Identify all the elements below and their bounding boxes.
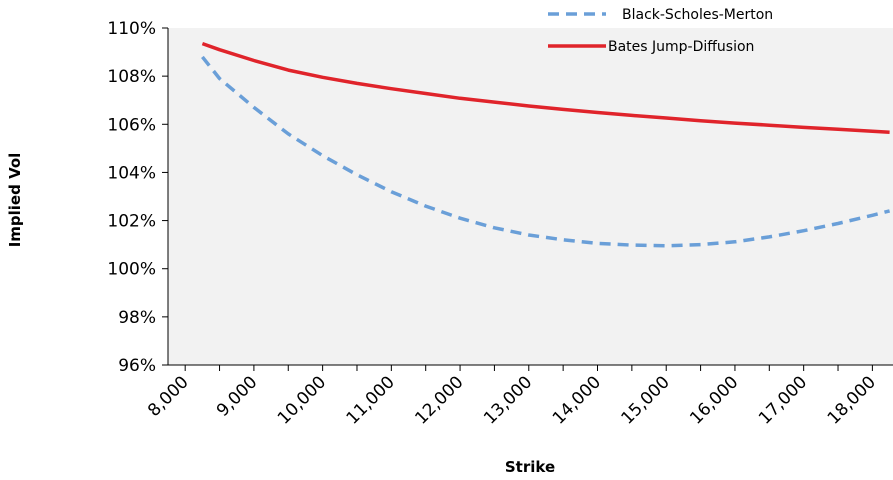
x-tick-label: 18,000 (824, 372, 880, 428)
x-tick-label: 14,000 (549, 372, 605, 428)
x-tick-label: 12,000 (411, 372, 467, 428)
y-tick-label: 110% (107, 19, 156, 39)
x-axis-title: Strike (505, 458, 555, 476)
y-tick-label: 106% (107, 115, 156, 135)
x-tick-label: 15,000 (618, 372, 674, 428)
y-tick-label: 96% (118, 356, 156, 376)
legend: Black-Scholes-Merton Bates Jump-Diffusio… (548, 7, 773, 55)
y-tick-label: 108% (107, 67, 156, 87)
x-tick-label: 16,000 (686, 372, 742, 428)
x-tick-label: 8,000 (144, 372, 193, 421)
y-axis-ticks: 96% 98% 100% 102% 104% 106% 108% 110% (107, 19, 168, 376)
plot-area (168, 28, 893, 365)
x-tick-label: 10,000 (274, 372, 330, 428)
y-axis-title: Implied Vol (6, 153, 24, 248)
series-layer (201, 41, 891, 248)
series-line-black-scholes-merton (201, 55, 891, 248)
y-tick-label: 104% (107, 163, 156, 183)
y-tick-label: 102% (107, 212, 156, 232)
x-tick-label: 17,000 (755, 372, 811, 428)
legend-label-bates: Bates Jump-Diffusion (608, 39, 754, 55)
y-tick-label: 98% (118, 308, 156, 328)
legend-item-bates: Bates Jump-Diffusion (548, 39, 754, 55)
x-tick-label: 11,000 (343, 372, 399, 428)
y-tick-label: 100% (107, 260, 156, 280)
x-axis-ticks: 8,000 9,000 10,000 11,000 12,000 13,000 14,000… (144, 365, 880, 429)
legend-label-bsm: Black-Scholes-Merton (622, 7, 773, 23)
x-tick-label: 9,000 (213, 372, 262, 421)
series-line-bates-jump-diffusion (201, 41, 890, 134)
x-tick-label: 13,000 (480, 372, 536, 428)
legend-item-bsm: Black-Scholes-Merton (548, 7, 773, 23)
